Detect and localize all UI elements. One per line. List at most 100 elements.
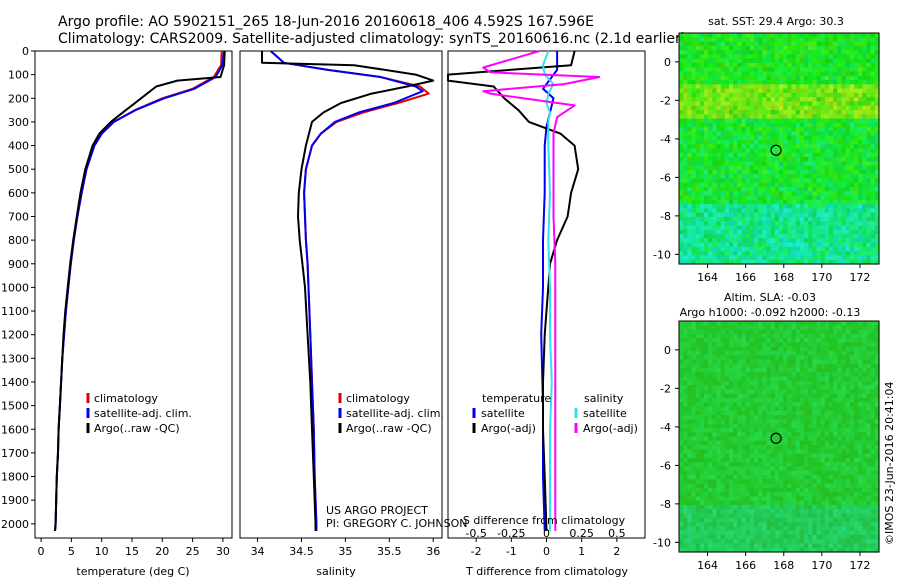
y-tick-label: 600 bbox=[8, 187, 29, 200]
series-line-argo-raw-qc- bbox=[54, 50, 226, 531]
legend-label: satellite-adj. clim. bbox=[94, 407, 192, 420]
temperature-xlabel: temperature (deg C) bbox=[76, 565, 189, 578]
x-tick-label: -1 bbox=[506, 545, 517, 558]
salinity-xlabel: salinity bbox=[316, 565, 356, 578]
legend-label: satellite bbox=[583, 407, 627, 420]
sla-heatmap-cells bbox=[679, 321, 880, 553]
legend-label: climatology bbox=[346, 392, 410, 405]
y-tick-label: 0 bbox=[22, 45, 29, 58]
y-tick-label: 1600 bbox=[1, 423, 29, 436]
y-tick-label: 700 bbox=[8, 210, 29, 223]
sla-map-panel: 164 166 168 170 172 0 -2 -4 -6 -8 -10 bbox=[653, 320, 880, 572]
x-tick-label: 170 bbox=[811, 559, 832, 572]
header-line1: Argo profile: AO 5902151_265 18-Jun-2016… bbox=[58, 14, 594, 30]
y-tick-label: -8 bbox=[660, 498, 671, 511]
y-tick-label: 500 bbox=[8, 163, 29, 176]
legend-title-temperature: temperature bbox=[482, 392, 551, 405]
y-tick-label: -6 bbox=[660, 459, 671, 472]
y-tick-label: 0 bbox=[664, 344, 671, 357]
x-tick-label: 25 bbox=[186, 545, 200, 558]
x-tick-label: 0 bbox=[543, 545, 550, 558]
y-tick-label: 400 bbox=[8, 140, 29, 153]
y-tick-label: -2 bbox=[660, 382, 671, 395]
x-tick-label: 164 bbox=[697, 559, 718, 572]
x-tick-label: 164 bbox=[697, 271, 718, 284]
y-tick-label: -10 bbox=[653, 248, 671, 261]
credit-pi: PI: GREGORY C. JOHNSON bbox=[326, 517, 467, 530]
legend-label: Argo(..raw -QC) bbox=[346, 422, 432, 435]
legend-label: Argo(..raw -QC) bbox=[94, 422, 180, 435]
x-tick-label: 34 bbox=[251, 545, 265, 558]
p-sal-frame bbox=[239, 50, 443, 539]
s-tick-label: -0.5 bbox=[465, 527, 486, 540]
y-tick-label: 2000 bbox=[1, 518, 29, 531]
legend-label: satellite bbox=[481, 407, 525, 420]
x-tick-label: 20 bbox=[155, 545, 169, 558]
s-tick-label: 0.5 bbox=[608, 527, 626, 540]
y-tick-label: -10 bbox=[653, 536, 671, 549]
series-line-s-satellite bbox=[542, 50, 555, 531]
s-tick-label: 0 bbox=[543, 527, 550, 540]
x-tick-label: 15 bbox=[125, 545, 139, 558]
s-tick-label: -0.25 bbox=[497, 527, 525, 540]
legend-label: Argo(-adj) bbox=[481, 422, 536, 435]
x-tick-label: 168 bbox=[773, 559, 794, 572]
series-line-argo-raw-qc- bbox=[261, 51, 435, 531]
legend-title-salinity: salinity bbox=[584, 392, 624, 405]
x-tick-label: 168 bbox=[773, 271, 794, 284]
y-tick-label: 1200 bbox=[1, 329, 29, 342]
x-tick-label: 172 bbox=[849, 271, 870, 284]
series-line-t-argo-adj- bbox=[447, 50, 580, 531]
legend-label: climatology bbox=[94, 392, 158, 405]
argo-position-marker bbox=[770, 144, 782, 156]
y-tick-label: -2 bbox=[660, 94, 671, 107]
x-tick-label: 30 bbox=[216, 545, 230, 558]
legend-label: satellite-adj. clim. bbox=[346, 407, 444, 420]
y-tick-label: 1000 bbox=[1, 281, 29, 294]
diff-xlabel: T difference from climatology bbox=[465, 565, 628, 578]
y-tick-label: 1700 bbox=[1, 447, 29, 460]
y-tick-label: -8 bbox=[660, 210, 671, 223]
credit-project: US ARGO PROJECT bbox=[326, 504, 428, 517]
salinity-panel: 34 34.5 35 35.5 36 climatology satellite-adj. … bbox=[239, 50, 444, 558]
x-tick-label: 166 bbox=[735, 559, 756, 572]
y-tick-label: 200 bbox=[8, 92, 29, 105]
x-tick-label: 170 bbox=[811, 271, 832, 284]
y-tick-label: 1400 bbox=[1, 376, 29, 389]
s-tick-label: 0.25 bbox=[569, 527, 594, 540]
x-tick-label: 166 bbox=[735, 271, 756, 284]
y-tick-label: -4 bbox=[660, 421, 671, 434]
x-tick-label: 2 bbox=[613, 545, 620, 558]
x-tick-label: 35.5 bbox=[377, 545, 402, 558]
x-tick-label: 10 bbox=[95, 545, 109, 558]
x-tick-label: -2 bbox=[471, 545, 482, 558]
temperature-panel: 0 5 10 15 20 25 300100200300400500600700800900… bbox=[1, 45, 233, 558]
sst-map-frame bbox=[678, 32, 880, 265]
x-tick-label: 5 bbox=[68, 545, 75, 558]
diff-xlabel-top: S difference from climatology bbox=[463, 514, 626, 527]
x-tick-label: 1 bbox=[578, 545, 585, 558]
sla-title-2: Argo h1000: -0.092 h2000: -0.13 bbox=[680, 306, 861, 319]
series-line-s-argo-adj- bbox=[482, 50, 601, 531]
sst-map-panel: 164 166 168 170 172 0 -2 -4 -6 -8 -10 bbox=[653, 32, 880, 284]
y-tick-label: 1900 bbox=[1, 494, 29, 507]
y-tick-label: 900 bbox=[8, 258, 29, 271]
y-tick-label: 0 bbox=[664, 56, 671, 69]
p-temp-frame bbox=[34, 50, 233, 539]
sst-title: sat. SST: 29.4 Argo: 30.3 bbox=[708, 15, 844, 28]
x-tick-label: 0 bbox=[38, 545, 45, 558]
sst-heatmap-cells bbox=[679, 33, 880, 265]
sla-title-1: Altim. SLA: -0.03 bbox=[724, 291, 816, 304]
y-tick-label: 1800 bbox=[1, 471, 29, 484]
series-line-satellite-adj-clim- bbox=[270, 50, 424, 531]
sla-map-frame bbox=[678, 320, 880, 553]
credit-stamp: ©IMOS 23-Jun-2016 20:41:04 bbox=[883, 381, 896, 545]
y-tick-label: 1300 bbox=[1, 352, 29, 365]
x-tick-label: 34.5 bbox=[289, 545, 314, 558]
x-tick-label: 36 bbox=[426, 545, 440, 558]
header-line2: Climatology: CARS2009. Satellite-adjuste… bbox=[58, 31, 686, 47]
y-tick-label: 300 bbox=[8, 116, 29, 129]
y-tick-label: -4 bbox=[660, 133, 671, 146]
x-tick-label: 172 bbox=[849, 559, 870, 572]
